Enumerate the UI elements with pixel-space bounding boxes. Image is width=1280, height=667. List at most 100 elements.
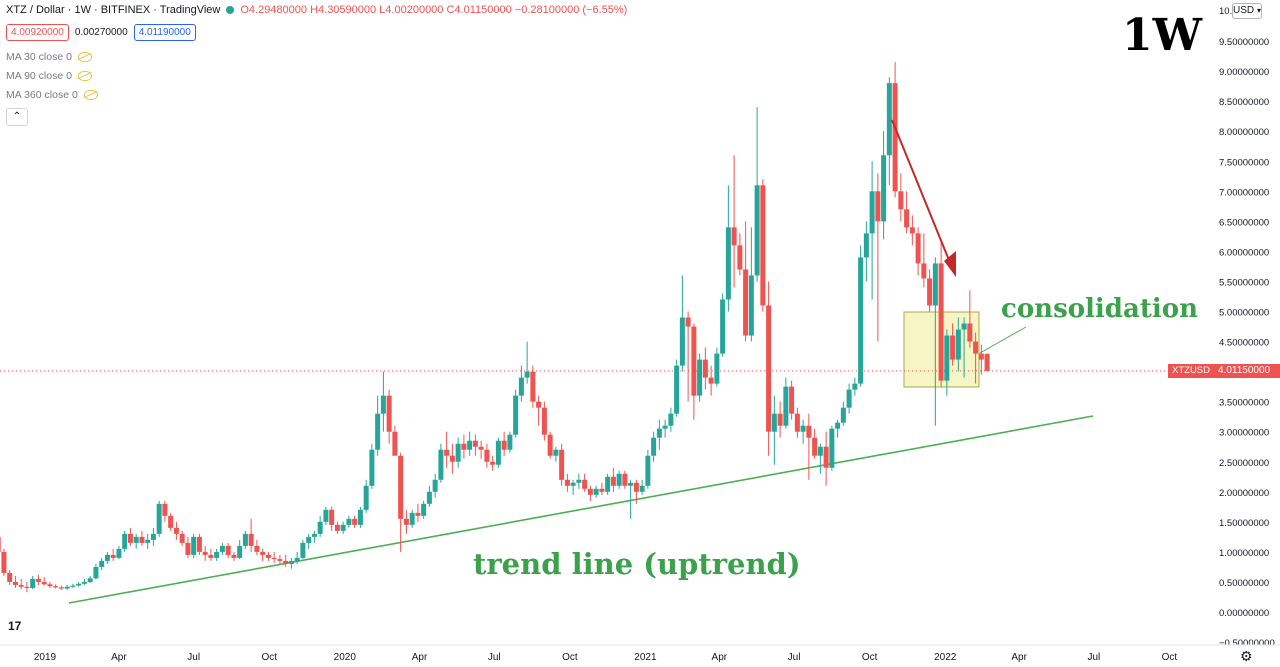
candle-body <box>242 533 248 546</box>
candle-body <box>58 587 64 589</box>
candle-body <box>191 536 197 555</box>
candle-body <box>978 353 984 360</box>
indicator-label: MA 360 close 0 <box>6 89 78 101</box>
candle-body <box>932 263 938 306</box>
y-tick-label: 5.00000000 <box>1219 308 1269 319</box>
candle-body <box>219 545 225 552</box>
candle-body <box>800 425 806 432</box>
y-tick-label: 9.50000000 <box>1219 37 1269 48</box>
candle-body <box>35 578 41 582</box>
candle-body <box>944 335 950 381</box>
y-tick-label: 1.50000000 <box>1219 518 1269 529</box>
candle-body <box>881 155 887 222</box>
candle-body <box>685 317 691 327</box>
candle-body <box>30 578 36 588</box>
hidden-eye-icon[interactable] <box>83 90 98 100</box>
consolidation-annotation: consolidation <box>1001 294 1198 324</box>
candle-body <box>150 533 156 540</box>
candle-body <box>955 329 961 360</box>
trend-line-annotation: trend line (uptrend) <box>473 547 801 581</box>
candle-body <box>208 554 214 558</box>
candle-body <box>915 233 921 264</box>
candle-body <box>771 413 777 432</box>
candle-body <box>639 485 645 492</box>
candle-body <box>110 554 116 558</box>
x-tick-label: 2022 <box>934 652 957 663</box>
candle-body <box>950 335 956 360</box>
x-tick-label: Jul <box>488 652 501 663</box>
candle-body <box>323 509 329 522</box>
y-tick-label: −0.50000000 <box>1219 638 1275 649</box>
candle-body <box>582 479 588 489</box>
y-tick-label: 1.00000000 <box>1219 548 1269 559</box>
currency-selector[interactable]: USD ▾ <box>1232 3 1262 19</box>
down-arrow-line <box>891 119 954 271</box>
candle-body <box>674 365 680 414</box>
candle-body <box>99 560 105 567</box>
candle-body <box>909 227 915 234</box>
timeframe-annotation: 1W <box>1122 10 1203 61</box>
candle-body <box>317 521 323 534</box>
y-tick-label: 9.00000000 <box>1219 67 1269 78</box>
x-tick-label: Apr <box>412 652 428 663</box>
candle-body <box>306 536 312 543</box>
indicator-row-ma30[interactable]: MA 30 close 0 <box>6 51 92 63</box>
candle-body <box>691 326 697 396</box>
candle-body <box>593 488 599 495</box>
candle-body <box>340 524 346 531</box>
candle-body <box>530 371 536 402</box>
candle-body <box>237 545 243 558</box>
y-tick-label: 6.50000000 <box>1219 217 1269 228</box>
candle-body <box>294 557 300 561</box>
candle-body <box>731 227 737 246</box>
candle-body <box>490 461 496 465</box>
y-tick-label: 8.50000000 <box>1219 97 1269 108</box>
candle-body <box>760 185 766 306</box>
candle-body <box>380 395 386 414</box>
candle-body <box>254 545 260 552</box>
candle-body <box>334 524 340 531</box>
tradingview-logo-icon[interactable]: 17 <box>8 619 22 633</box>
indicator-row-ma90[interactable]: MA 90 close 0 <box>6 70 92 82</box>
candle-body <box>283 560 289 564</box>
y-tick-label: 2.50000000 <box>1219 458 1269 469</box>
y-tick-label: 7.00000000 <box>1219 187 1269 198</box>
candle-body <box>518 377 524 396</box>
candle-body <box>547 434 553 456</box>
candle-body <box>352 518 358 525</box>
collapse-legend-button[interactable]: ⌃ <box>6 108 28 126</box>
candle-body <box>748 275 754 336</box>
candle-body <box>173 527 179 534</box>
candle-body <box>116 548 122 558</box>
chevron-down-icon: ▾ <box>1256 6 1261 15</box>
candle-body <box>536 401 542 408</box>
candle-body <box>817 446 823 456</box>
y-tick-label: 3.50000000 <box>1219 398 1269 409</box>
hidden-eye-icon[interactable] <box>77 52 92 62</box>
ask-price-box[interactable]: 4.01190000 <box>133 24 196 41</box>
candle-body <box>967 323 973 342</box>
hidden-eye-icon[interactable] <box>77 71 92 81</box>
candle-body <box>398 455 404 519</box>
bid-ask-row: 4.00920000 0.00270000 4.01190000 <box>6 24 196 41</box>
candle-body <box>375 413 381 450</box>
candle-body <box>852 383 858 390</box>
pair-price-tag: XTZUSD <box>1168 364 1214 378</box>
candle-body <box>196 536 202 552</box>
candle-body <box>743 269 749 336</box>
legend-title-row: XTZ / Dollar · 1W · BITFINEX · TradingVi… <box>6 4 627 16</box>
candle-body <box>438 449 444 480</box>
candle-body <box>472 440 478 447</box>
candle-body <box>737 245 743 270</box>
indicator-row-ma360[interactable]: MA 360 close 0 <box>6 89 98 101</box>
candle-body <box>53 586 59 588</box>
y-tick-label: 6.00000000 <box>1219 247 1269 258</box>
candle-body <box>812 437 818 456</box>
candle-body <box>651 437 657 456</box>
bid-price-box[interactable]: 4.00920000 <box>6 24 69 41</box>
candle-body <box>156 503 162 534</box>
gear-icon[interactable]: ⚙ <box>1240 648 1253 664</box>
symbol-title[interactable]: XTZ / Dollar · 1W · BITFINEX · TradingVi… <box>6 4 221 16</box>
